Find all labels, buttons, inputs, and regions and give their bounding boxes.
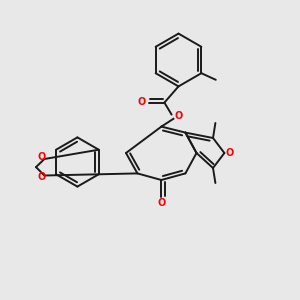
- Text: O: O: [226, 148, 234, 158]
- Text: O: O: [38, 172, 46, 182]
- Text: O: O: [157, 198, 166, 208]
- Text: O: O: [38, 152, 46, 162]
- Text: O: O: [174, 111, 182, 121]
- Text: O: O: [138, 97, 146, 107]
